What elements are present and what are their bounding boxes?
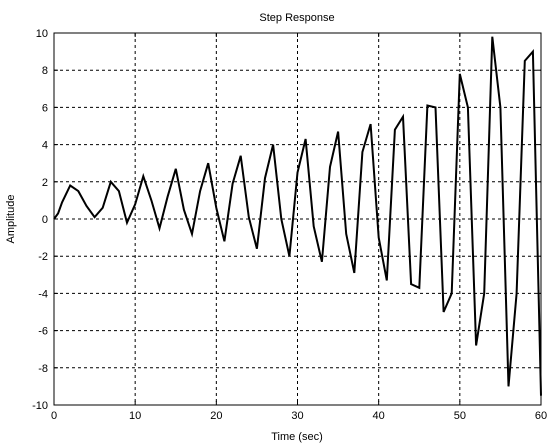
y-tick-label: 4 [42, 140, 48, 152]
x-tick-label: 40 [373, 410, 385, 422]
series-line [53, 36, 542, 396]
y-tick-label: -10 [32, 400, 48, 412]
y-tick-label: 2 [42, 177, 48, 189]
axis-ticks: 0 10 20 30 40 50 60 -10 -8 -6 -4 -2 0 2 4 6 8 10 [32, 28, 547, 422]
plot-frame [53, 32, 542, 406]
x-tick-label: 20 [210, 410, 222, 422]
x-tick-label: 60 [535, 410, 547, 422]
x-axis-label: Time (sec) [271, 431, 323, 443]
x-tick-label: 10 [129, 410, 141, 422]
grid-lines [54, 33, 541, 405]
y-tick-label: -4 [38, 288, 48, 300]
x-tick-label: 0 [51, 410, 57, 422]
y-axis-label: Amplitude [5, 195, 17, 244]
y-tick-label: 6 [42, 102, 48, 114]
y-tick-label: -2 [38, 251, 48, 263]
chart-title: Step Response [259, 12, 334, 24]
x-tick-label: 50 [454, 410, 466, 422]
y-tick-label: -6 [38, 326, 48, 338]
series-layer [53, 36, 542, 396]
x-tick-label: 30 [291, 410, 303, 422]
y-tick-label: 0 [42, 214, 48, 226]
y-tick-label: 8 [42, 65, 48, 77]
y-tick-label: 10 [36, 28, 48, 40]
y-tick-label: -8 [38, 363, 48, 375]
